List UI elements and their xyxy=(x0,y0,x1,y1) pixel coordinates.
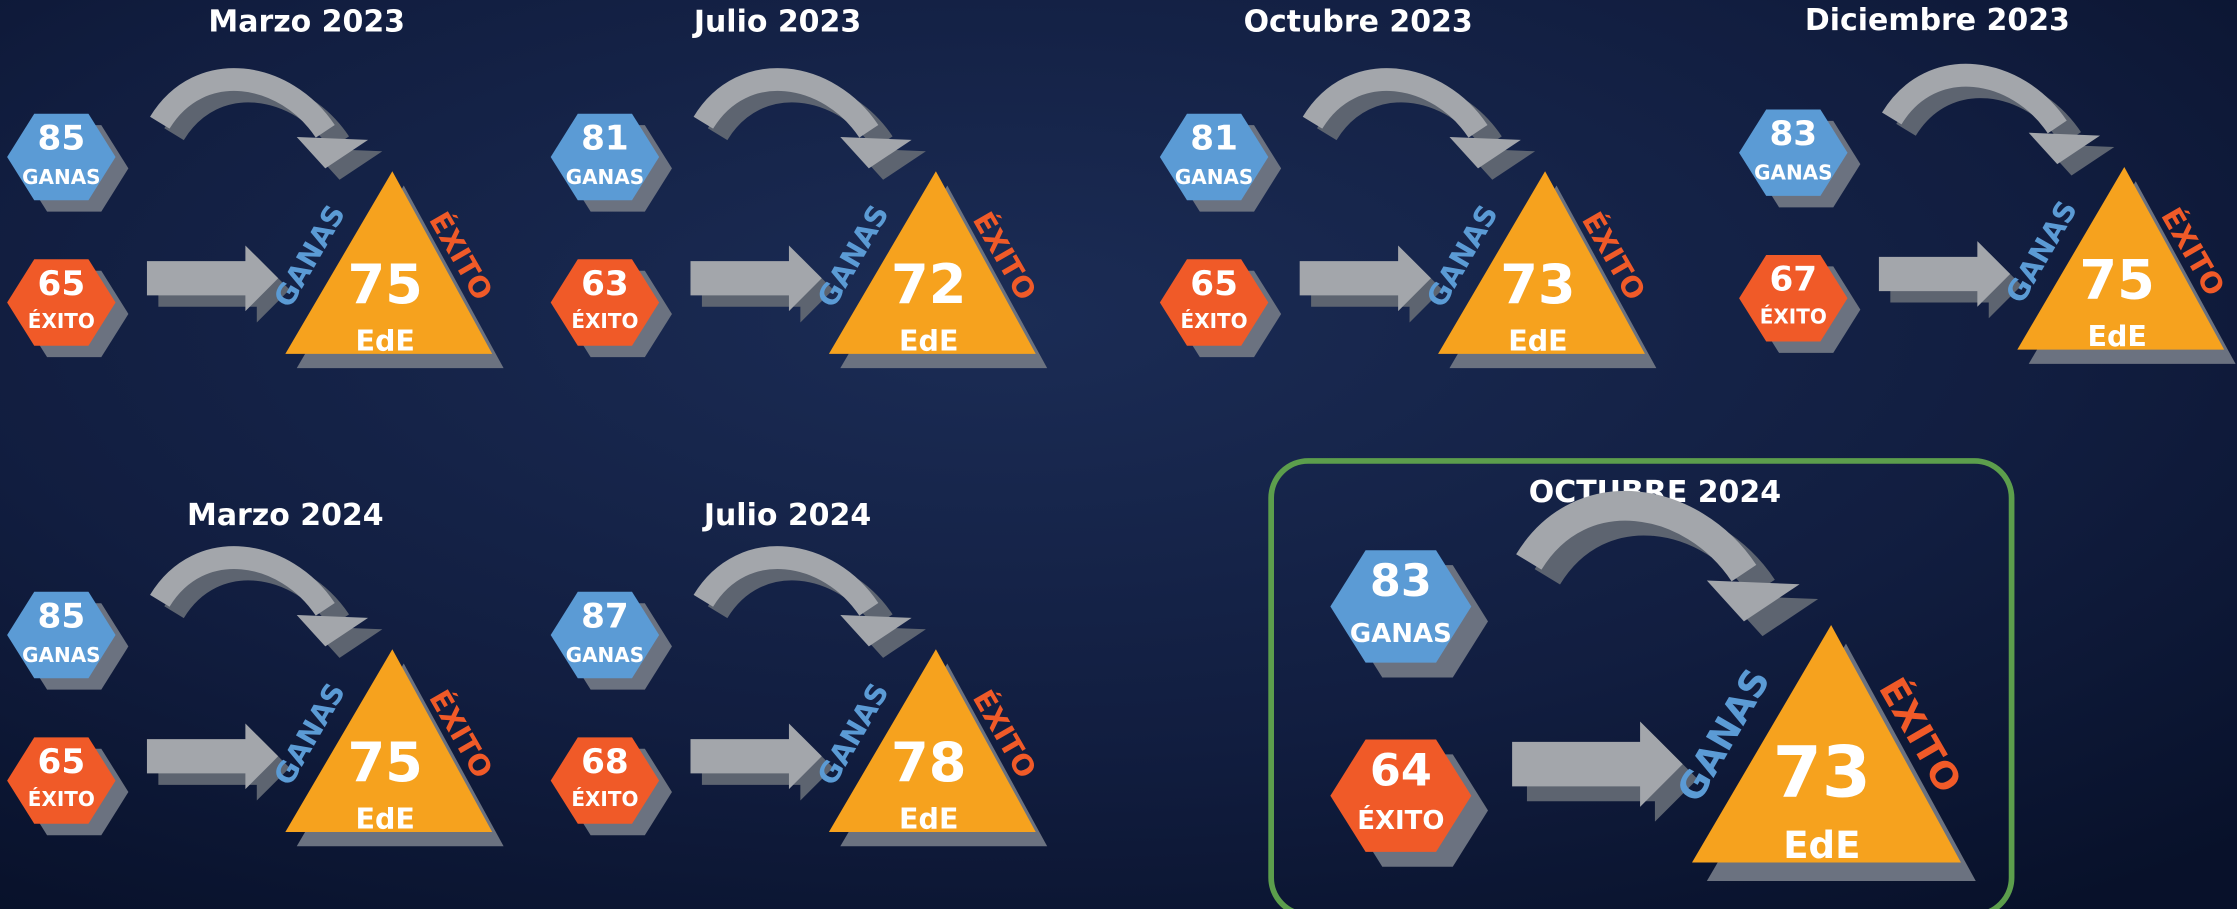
ganas-value: 81 xyxy=(1190,118,1238,158)
ede-value: 73 xyxy=(1773,732,1871,814)
ganas-label: GANAS xyxy=(566,165,644,189)
page: {"labels": {"ganas": "GANAS", "exito": "… xyxy=(0,0,2237,909)
ganas-value: 85 xyxy=(38,118,86,158)
ganas-label: GANAS xyxy=(22,643,100,667)
ede-value: 73 xyxy=(1500,253,1575,316)
exito-value: 67 xyxy=(1769,260,1817,300)
ede-label: EdE xyxy=(356,324,415,357)
ganas-value: 87 xyxy=(581,596,629,636)
exito-value: 64 xyxy=(1370,745,1432,796)
panel-title: Octubre 2023 xyxy=(1244,4,1473,39)
ede-value: 75 xyxy=(2079,249,2154,312)
ede-label: EdE xyxy=(899,803,958,836)
exito-value: 65 xyxy=(38,264,86,304)
exito-label: ÉXITO xyxy=(1181,309,1248,333)
ede-value: 75 xyxy=(347,253,422,316)
ganas-label: GANAS xyxy=(1175,165,1253,189)
panel-title: Julio 2024 xyxy=(702,498,871,533)
ganas-value: 81 xyxy=(581,118,629,158)
exito-label: ÉXITO xyxy=(571,309,638,333)
panel-title: Julio 2023 xyxy=(692,4,861,39)
ganas-label: GANAS xyxy=(1350,619,1452,649)
ganas-value: 85 xyxy=(38,596,86,636)
ede-label: EdE xyxy=(356,803,415,836)
ede-label: EdE xyxy=(1508,324,1567,357)
exito-value: 63 xyxy=(581,264,629,304)
panel-title: Diciembre 2023 xyxy=(1805,3,2070,38)
exito-value: 68 xyxy=(581,742,629,782)
panel-title: Marzo 2023 xyxy=(208,4,405,39)
exito-label: ÉXITO xyxy=(571,787,638,811)
infographic: Marzo 2023 85 GANAS 65 ÉXITO 75 EdE GANAS ÉXITO J… xyxy=(0,0,2237,909)
ede-value: 72 xyxy=(891,253,966,316)
exito-value: 65 xyxy=(1190,264,1238,304)
ganas-label: GANAS xyxy=(22,165,100,189)
panel-title: Marzo 2024 xyxy=(187,498,384,533)
ede-label: EdE xyxy=(899,324,958,357)
exito-label: ÉXITO xyxy=(28,787,95,811)
exito-label: ÉXITO xyxy=(1357,804,1444,836)
ede-label: EdE xyxy=(1783,824,1860,867)
ganas-value: 83 xyxy=(1370,556,1432,607)
exito-label: ÉXITO xyxy=(28,309,95,333)
ede-label: EdE xyxy=(2087,320,2146,353)
exito-label: ÉXITO xyxy=(1760,305,1827,329)
ede-value: 75 xyxy=(347,731,422,794)
exito-value: 65 xyxy=(38,742,86,782)
ganas-label: GANAS xyxy=(566,643,644,667)
ganas-label: GANAS xyxy=(1754,161,1832,185)
ganas-value: 83 xyxy=(1769,114,1817,154)
ede-value: 78 xyxy=(891,731,966,794)
